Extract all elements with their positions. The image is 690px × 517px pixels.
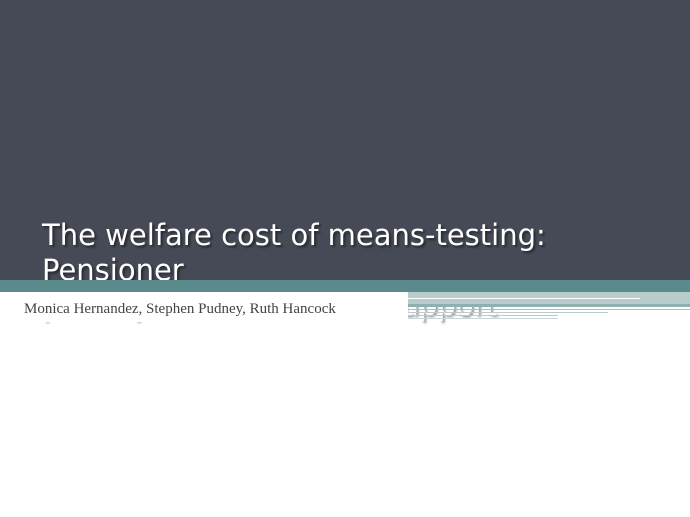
accent-line	[408, 298, 640, 299]
accent-line	[408, 304, 690, 307]
accent-stripe-teal	[0, 280, 690, 292]
accent-line	[408, 309, 690, 310]
slide-authors[interactable]: Monica Hernandez, Stephen Pudney, Ruth H…	[24, 301, 336, 317]
subtitle-background	[0, 292, 408, 322]
accent-line	[408, 318, 558, 319]
accent-line	[408, 315, 558, 316]
title-background-panel	[0, 0, 690, 280]
accent-line	[408, 312, 608, 313]
